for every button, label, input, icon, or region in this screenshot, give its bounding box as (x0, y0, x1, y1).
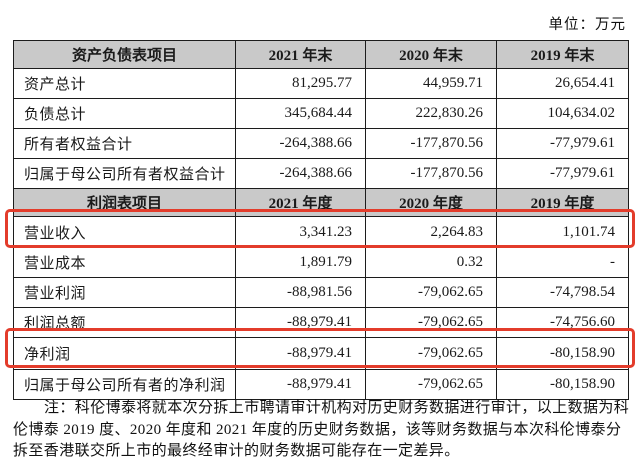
income-statement-header-2021: 2021 年度 (235, 188, 366, 217)
cell-value-2020: -177,870.56 (365, 158, 497, 189)
cell-value-2019: 104,634.02 (496, 98, 629, 129)
table-row-operating-profit: 营业利润 -88,981.56 -79,062.65 -74,798.54 (13, 277, 629, 308)
cell-value-2019: -77,979.61 (496, 128, 629, 159)
cell-value-2021: 3,341.23 (235, 216, 366, 248)
cell-value-2021: -88,979.41 (235, 307, 366, 338)
row-label: 营业成本 (13, 247, 236, 278)
cell-value-2020: 0.32 (365, 247, 497, 278)
cell-value-2021: 345,684.44 (235, 98, 366, 129)
cell-value-2019: -74,798.54 (496, 277, 629, 308)
row-label: 净利润 (13, 337, 236, 370)
table-row-total-assets: 资产总计 81,295.77 44,959.71 26,654.41 (13, 68, 629, 99)
income-statement-header-item: 利润表项目 (13, 188, 236, 217)
cell-value-2020: -79,062.65 (365, 369, 497, 400)
cell-value-2020: 44,959.71 (365, 68, 497, 99)
table-row-total-profit: 利润总额 -88,979.41 -79,062.65 -74,756.60 (13, 307, 629, 338)
cell-value-2019: -77,979.61 (496, 158, 629, 189)
cell-value-2021: 81,295.77 (235, 68, 366, 99)
cell-value-2019: -80,158.90 (496, 337, 629, 370)
cell-value-2021: -264,388.66 (235, 158, 366, 189)
cell-value-2021: -88,979.41 (235, 369, 366, 400)
income-statement-header-2019: 2019 年度 (496, 188, 629, 217)
unit-label: 单位：万元 (548, 17, 626, 33)
table-row-equity-parent: 归属于母公司所有者权益合计 -264,388.66 -177,870.56 -7… (13, 158, 629, 189)
income-statement-header-2020: 2020 年度 (365, 188, 497, 217)
cell-value-2021: -88,981.56 (235, 277, 366, 308)
balance-sheet-header-2021: 2021 年末 (235, 40, 366, 69)
cell-value-2019: -80,158.90 (496, 369, 629, 400)
footnote-line-3: 拆至香港联交所上市的最终经审计的财务数据可能存在一定差异。 (13, 443, 460, 459)
row-label: 所有者权益合计 (13, 128, 236, 159)
balance-sheet-header-2019: 2019 年末 (496, 40, 629, 69)
table-row-operating-revenue: 营业收入 3,341.23 2,264.83 1,101.74 (13, 216, 629, 248)
cell-value-2020: 2,264.83 (365, 216, 497, 248)
cell-value-2020: -79,062.65 (365, 277, 497, 308)
cell-value-2021: -264,388.66 (235, 128, 366, 159)
row-label: 营业利润 (13, 277, 236, 308)
row-label: 归属于母公司所有者权益合计 (13, 158, 236, 189)
footnote-line-2: 伦博泰 2019 度、2020 年度和 2021 年度的历史财务数据，该等财务数… (13, 421, 622, 438)
balance-sheet-header-item: 资产负债表项目 (13, 40, 236, 69)
cell-value-2019: - (496, 247, 629, 278)
footnote: 注：科伦博泰将就本次分拆上市聘请审计机构对历史财务数据进行审计，以上数据为科 伦… (13, 398, 631, 463)
cell-value-2021: 1,891.79 (235, 247, 366, 278)
table-row-total-equity: 所有者权益合计 -264,388.66 -177,870.56 -77,979.… (13, 128, 629, 159)
balance-sheet-header-2020: 2020 年末 (365, 40, 497, 69)
cell-value-2020: -177,870.56 (365, 128, 497, 159)
row-label: 负债总计 (13, 98, 236, 129)
cell-value-2020: -79,062.65 (365, 307, 497, 338)
financial-table: 资产负债表项目 2021 年末 2020 年末 2019 年末 资产总计 81,… (13, 40, 629, 400)
footnote-line-1: 注：科伦博泰将就本次分拆上市聘请审计机构对历史财务数据进行审计，以上数据为科 (44, 400, 630, 416)
table-row-net-profit: 净利润 -88,979.41 -79,062.65 -80,158.90 (13, 337, 629, 370)
cell-value-2020: -79,062.65 (365, 337, 497, 370)
row-label: 营业收入 (13, 216, 236, 248)
table-row-operating-cost: 营业成本 1,891.79 0.32 - (13, 247, 629, 278)
row-label: 资产总计 (13, 68, 236, 99)
row-label: 归属于母公司所有者的净利润 (13, 369, 236, 400)
row-label: 利润总额 (13, 307, 236, 338)
balance-sheet-header-row: 资产负债表项目 2021 年末 2020 年末 2019 年末 (13, 40, 629, 69)
table-row-net-profit-parent: 归属于母公司所有者的净利润 -88,979.41 -79,062.65 -80,… (13, 369, 629, 400)
income-statement-header-row: 利润表项目 2021 年度 2020 年度 2019 年度 (13, 188, 629, 217)
cell-value-2019: 26,654.41 (496, 68, 629, 99)
cell-value-2019: -74,756.60 (496, 307, 629, 338)
table-row-total-liabilities: 负债总计 345,684.44 222,830.26 104,634.02 (13, 98, 629, 129)
cell-value-2021: -88,979.41 (235, 337, 366, 370)
cell-value-2019: 1,101.74 (496, 216, 629, 248)
cell-value-2020: 222,830.26 (365, 98, 497, 129)
